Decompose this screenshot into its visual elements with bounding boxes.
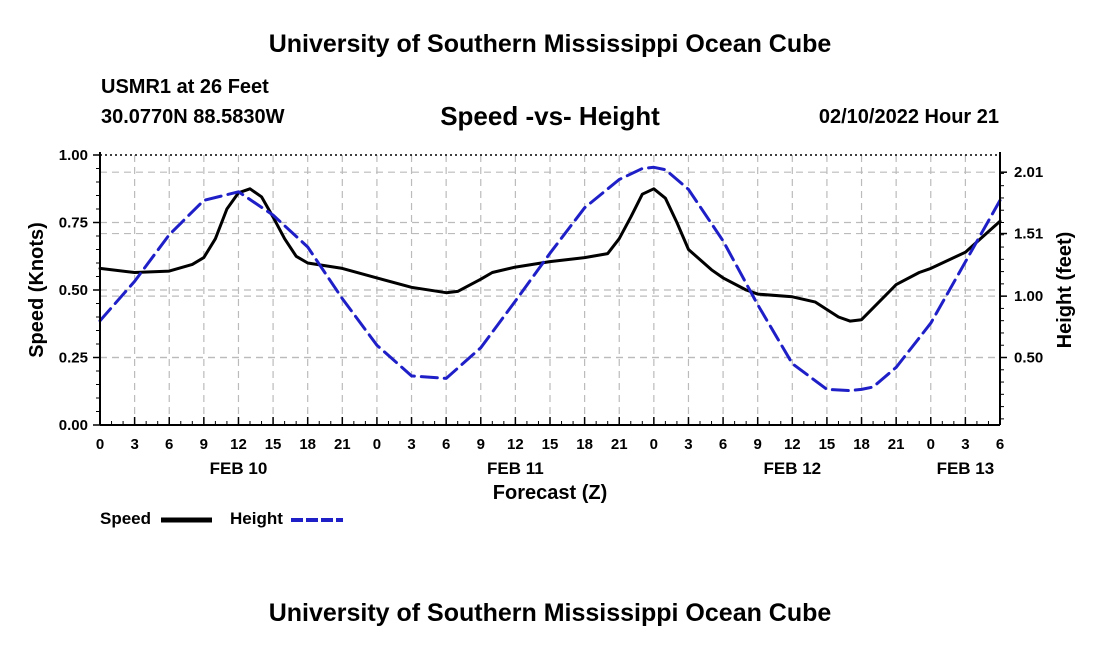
x-tick-label: 0 xyxy=(373,436,381,453)
y-right-tick-label: 2.01 xyxy=(1014,164,1043,181)
x-tick-label: 18 xyxy=(299,436,316,453)
x-tick-label: 18 xyxy=(576,436,593,453)
x-tick-label: 21 xyxy=(888,436,905,453)
y-right-tick-label: 1.00 xyxy=(1014,288,1043,305)
x-tick-label: 3 xyxy=(407,436,415,453)
x-tick-label: 3 xyxy=(130,436,138,453)
x-tick-label: 12 xyxy=(230,436,247,453)
axis-labels: 0 3 6 9 12 15 18 21 0 3 6 9 12 15 18 21 0 3 6 9 12 15 18 21 0 3 6F… xyxy=(26,147,1076,504)
x-tick-label: 0 xyxy=(650,436,658,453)
series-line-speed xyxy=(98,187,1002,323)
y-right-tick-label: 0.50 xyxy=(1014,350,1043,367)
x-tick-label: 6 xyxy=(996,436,1004,453)
x-tick-label: 9 xyxy=(200,436,208,453)
date-label: FEB 12 xyxy=(763,459,821,478)
y-right-tick-label: 1.51 xyxy=(1014,226,1043,243)
legend-height-label: Height xyxy=(230,509,283,528)
date-label: FEB 10 xyxy=(210,459,268,478)
grid xyxy=(100,155,1000,425)
x-tick-label: 18 xyxy=(853,436,870,453)
x-tick-label: 12 xyxy=(784,436,801,453)
footer-title: University of Southern Mississippi Ocean… xyxy=(268,599,832,627)
forecast-datetime: 02/10/2022 Hour 21 xyxy=(818,106,999,128)
x-tick-label: 15 xyxy=(265,436,282,453)
x-tick-label: 6 xyxy=(719,436,727,453)
legend-speed-label: Speed xyxy=(100,509,152,528)
date-label: FEB 13 xyxy=(937,459,995,478)
station-label: USMR1 at 26 Feet xyxy=(101,76,269,98)
y-left-tick-label: 0.00 xyxy=(59,417,88,434)
x-tick-label: 21 xyxy=(611,436,628,453)
series-layer xyxy=(98,165,1002,393)
series-line-height xyxy=(98,165,1002,393)
chart-title: Speed -vs- Height xyxy=(440,101,660,131)
date-label: FEB 11 xyxy=(487,459,544,478)
x-axis-label: Forecast (Z) xyxy=(493,482,607,504)
y-left-tick-label: 0.75 xyxy=(59,215,88,232)
x-tick-label: 9 xyxy=(754,436,762,453)
x-tick-label: 6 xyxy=(442,436,450,453)
x-tick-label: 21 xyxy=(334,436,351,453)
x-tick-label: 3 xyxy=(684,436,692,453)
x-tick-label: 12 xyxy=(507,436,524,453)
y-right-axis-label: Height (feet) xyxy=(1054,232,1076,349)
x-tick-label: 6 xyxy=(165,436,173,453)
page-title: University of Southern Mississippi Ocean… xyxy=(268,30,832,58)
x-tick-label: 0 xyxy=(927,436,935,453)
axes xyxy=(93,152,1007,426)
coordinates-label: 30.0770N 88.5830W xyxy=(101,106,285,128)
y-left-tick-label: 1.00 xyxy=(59,147,88,164)
x-tick-label: 9 xyxy=(477,436,485,453)
x-tick-label: 15 xyxy=(819,436,836,453)
x-tick-label: 3 xyxy=(961,436,969,453)
x-tick-label: 15 xyxy=(542,436,559,453)
y-left-tick-label: 0.50 xyxy=(59,282,88,299)
x-tick-label: 0 xyxy=(96,436,104,453)
y-left-tick-label: 0.25 xyxy=(59,350,88,367)
y-left-axis-label: Speed (Knots) xyxy=(26,222,48,358)
